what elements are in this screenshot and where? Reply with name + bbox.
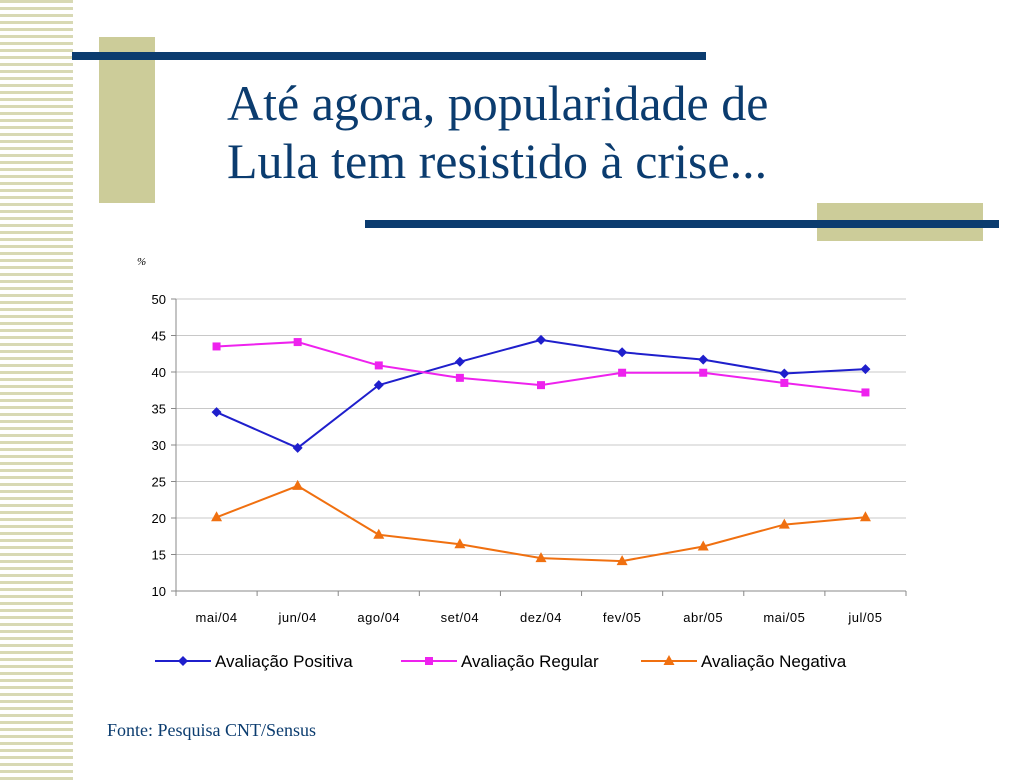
data-point [454,356,465,367]
x-tick-label: mai/04 [196,610,238,625]
x-tick-label: fev/05 [603,610,641,625]
legend-marker [425,657,433,665]
data-point [698,354,709,365]
legend-label: Avaliação Regular [461,652,599,671]
data-point [455,373,464,382]
y-tick-label: 50 [152,292,166,307]
y-tick-label: 30 [152,438,166,453]
data-point [293,338,302,347]
data-point [779,368,790,379]
data-point [537,381,545,390]
slide-title-line-2: Lula tem resistido à crise... [227,133,768,189]
x-tick-label: abr/05 [683,610,723,625]
accent-bar-bottom [365,220,999,228]
data-point [699,368,708,377]
data-point [861,388,870,397]
source-note: Fonte: Pesquisa CNT/Sensus [107,720,317,740]
data-point [211,407,222,418]
data-point [536,334,546,345]
y-axis-label: % [137,256,146,268]
data-point [374,361,383,370]
x-tick-label: jul/05 [847,610,882,625]
x-tick-label: ago/04 [357,610,400,625]
decorative-block-top [99,37,155,203]
data-point [212,342,221,351]
y-tick-label: 45 [152,329,166,344]
data-point [859,511,871,522]
series-line-3 [216,484,866,563]
data-point [618,368,627,377]
y-tick-label: 40 [152,365,166,380]
data-point [211,511,223,522]
legend-marker [178,656,188,666]
slide-title: Até agora, popularidade de Lula tem resi… [227,74,947,190]
x-tick-label: mai/05 [763,610,805,625]
y-tick-label: 25 [152,475,166,490]
y-tick-label: 15 [152,548,166,563]
data-point [535,552,547,563]
data-point [860,364,871,375]
data-point [454,538,466,549]
legend-label: Avaliação Positiva [215,652,353,671]
data-point [373,380,384,391]
x-tick-label: dez/04 [520,610,562,625]
y-tick-label: 10 [152,584,166,599]
y-tick-label: 20 [152,511,166,526]
data-point [617,347,628,358]
accent-bar-top [72,52,706,60]
data-point [292,442,303,453]
data-point [780,378,789,387]
data-point [616,555,628,566]
data-point [292,479,304,490]
x-tick-label: jun/04 [277,610,316,625]
striped-side-decoration [0,0,73,784]
series-line-1 [216,338,866,450]
legend-marker [663,655,675,665]
slide-title-line-1: Até agora, popularidade de [227,75,769,131]
data-point [778,518,790,529]
data-point [373,528,385,539]
legend-label: Avaliação Negativa [701,652,847,671]
y-tick-label: 35 [152,402,166,417]
x-tick-label: set/04 [441,610,479,625]
data-point [697,540,709,551]
